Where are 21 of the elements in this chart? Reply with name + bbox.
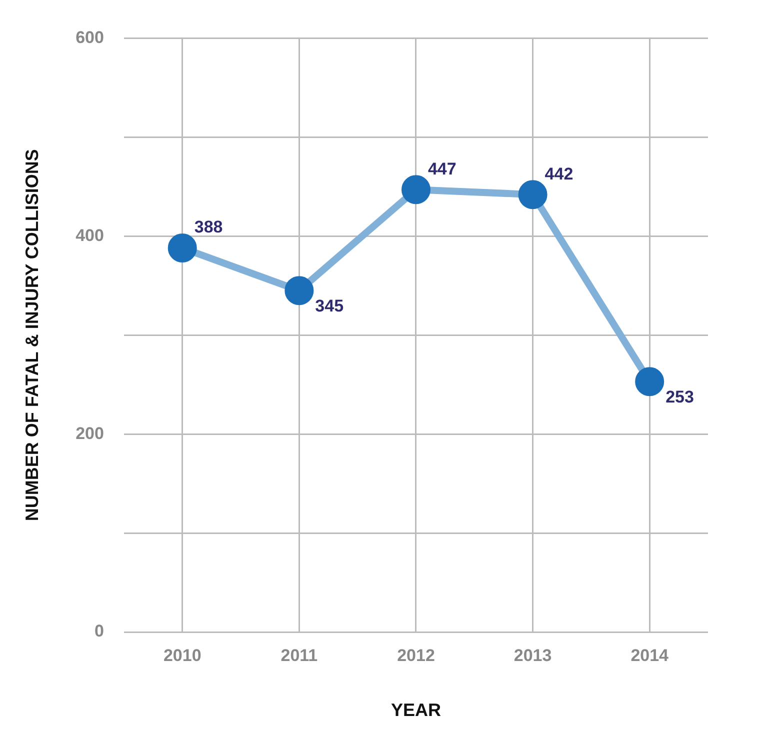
point bbox=[635, 367, 664, 396]
data-label: 388 bbox=[194, 218, 223, 237]
y-tick-label: 600 bbox=[76, 28, 104, 47]
data-label: 447 bbox=[428, 159, 456, 178]
data-label: 442 bbox=[544, 164, 574, 184]
x-tick-label: 2010 bbox=[163, 646, 202, 665]
x-tick-label: 2013 bbox=[514, 646, 552, 665]
point bbox=[284, 276, 314, 306]
x-tick-label: 2012 bbox=[397, 646, 435, 665]
point bbox=[401, 175, 430, 204]
y-tick-label: 0 bbox=[94, 622, 104, 641]
y-tick-label: 400 bbox=[76, 226, 104, 245]
data-label: 345 bbox=[315, 296, 344, 316]
point bbox=[168, 234, 197, 263]
x-tick-label: 2014 bbox=[630, 646, 670, 665]
data-label: 253 bbox=[666, 387, 694, 406]
x-axis-title: YEAR bbox=[390, 700, 441, 720]
point bbox=[518, 180, 548, 210]
y-axis-title: NUMBER OF FATAL & INJURY COLLISIONS bbox=[22, 149, 42, 522]
x-tick-label: 2011 bbox=[280, 646, 318, 665]
y-tick-label: 200 bbox=[76, 424, 104, 443]
